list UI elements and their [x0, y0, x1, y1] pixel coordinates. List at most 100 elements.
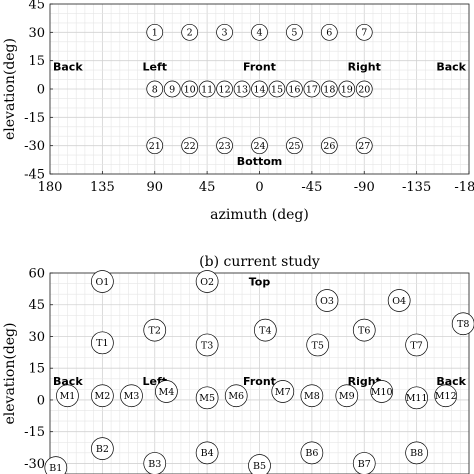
panel-a-point: 10: [181, 80, 199, 98]
panel-a-point: 13: [233, 80, 251, 98]
panel-b-point-label: T6: [358, 326, 370, 337]
panel-a-point-marker: [286, 23, 303, 41]
panel-a-point-marker: [355, 137, 373, 155]
panel-a-region-label: Right: [348, 60, 381, 73]
panel-a-point-label: 25: [288, 141, 300, 152]
panel-a-point-marker: [338, 80, 356, 98]
panel-b-point-marker: [405, 386, 428, 410]
panel-b-point: B6: [300, 441, 324, 465]
panel-b-point-label: M5: [199, 393, 215, 404]
panel-a-region-labels: Back Left Front Right Back Bottom: [53, 60, 467, 167]
panel-a-point: 3: [216, 23, 233, 41]
panel-b-point-label: B3: [148, 459, 161, 470]
panel-a-point-label: 9: [169, 84, 175, 95]
panel-a-point: 27: [355, 137, 373, 155]
panel-b-point: B7: [352, 452, 376, 474]
panel-a-point-marker: [216, 23, 233, 41]
panel-a-point: 12: [216, 80, 233, 98]
panel-b-title: (b) current study: [199, 254, 320, 270]
panel-a-point-marker: [163, 80, 181, 98]
panel-a-point-marker: [216, 80, 233, 98]
panel-a-point-marker: [268, 80, 286, 98]
panel-a-point-label: 26: [323, 141, 335, 152]
panel-b-y-axis-label: elevation(deg): [2, 323, 18, 425]
panel-b-point-marker: [143, 452, 167, 474]
panel-b-point-marker: [300, 441, 324, 465]
panel-a-point: 16: [286, 80, 303, 98]
panel-b-point-marker: [91, 331, 114, 355]
panel-a-x-tick-label: 0: [255, 180, 263, 195]
panel-b-point-label: M4: [158, 387, 174, 398]
panel-b-point-marker: [91, 270, 114, 293]
panel-a-y-axis-label: elevation(deg): [2, 38, 18, 140]
panel-b-frame: [49, 272, 470, 474]
panel-b-point-marker: [306, 333, 330, 357]
panel-a-point-label: 19: [341, 84, 353, 95]
panel-a-region-label: Left: [142, 60, 167, 73]
panel-b-point-marker: [387, 289, 411, 312]
panel-b-point: M2: [91, 384, 114, 408]
panel-b-point-label: B5: [253, 461, 266, 472]
panel-a-point-marker: [355, 80, 373, 98]
panel-b-point-label: M3: [124, 391, 140, 402]
panel-b-point-label: T4: [259, 326, 271, 337]
panel-a-point-label: 11: [201, 84, 213, 95]
panel-b-point-marker: [120, 384, 143, 408]
panel-a-point-label: 17: [306, 84, 318, 95]
panel-b-point: T1: [91, 331, 114, 355]
panel-a-point-marker: [251, 80, 268, 98]
panel-a-point-label: 22: [184, 141, 196, 152]
panel-a-point-marker: [251, 137, 268, 155]
panel-a-point-label: 6: [326, 28, 332, 39]
panel-a-point-label: 15: [271, 84, 283, 95]
panel-b-point-label: T7: [410, 340, 422, 351]
panel-b-point: M9: [335, 384, 359, 408]
panel-b-point-label: T1: [96, 338, 108, 349]
panel-b-point-label: T5: [311, 340, 323, 351]
panel-b-region-label: Back: [53, 375, 83, 388]
panel-a-y-tick-label: -30: [24, 139, 45, 154]
panel-b-point-label: O3: [320, 296, 334, 307]
panel-a-region-label: Back: [436, 60, 466, 73]
panel-a-point-marker: [198, 80, 216, 98]
panel-b-point: T7: [405, 333, 428, 357]
panel-b-points: O1 O2 O3 O4 T1 T2 T3 T4 T5 T6 T7 T8 M1 M2 M3 M4 M5 M6 M7 M8…: [44, 270, 474, 474]
panel-b-y-tick-label: 30: [28, 330, 45, 345]
panel-a-point: 18: [320, 80, 338, 98]
panel-b-point-marker: [248, 454, 271, 474]
panel-a-point: 7: [355, 23, 373, 41]
panel-b-point: M7: [271, 380, 295, 403]
panel-b-point-label: M12: [435, 391, 457, 402]
panel-a-point: 24: [251, 137, 268, 155]
panel-b-point: M6: [224, 384, 248, 408]
panel-b-point-label: M2: [94, 391, 110, 402]
panel-b-point-label: M9: [339, 391, 355, 402]
panel-b-point-marker: [352, 318, 376, 342]
panel-b-point-marker: [195, 441, 219, 465]
panel-b-point-marker: [91, 384, 114, 408]
panel-a-point-label: 21: [149, 141, 161, 152]
panel-a-x-tick-label: -90: [354, 180, 375, 195]
panel-a-x-axis-label: azimuth (deg): [210, 207, 309, 223]
panel-a-region-label: Back: [53, 60, 83, 73]
panel-b-point: B4: [195, 441, 219, 465]
panel-a-point: 22: [181, 137, 199, 155]
panel-a-point-marker: [181, 23, 199, 41]
panel-a-x-tick-label: 45: [199, 180, 216, 195]
panel-b-point-label: B1: [49, 463, 62, 474]
panel-a-point-marker: [233, 80, 251, 98]
panel-b-point-label: M11: [406, 393, 428, 404]
panel-a-point-marker: [320, 23, 338, 41]
panel-b-point: O4: [387, 289, 411, 312]
panel-b-point: B2: [91, 437, 114, 460]
panel-b-point-marker: [224, 384, 248, 408]
panel-a-point-marker: [303, 80, 321, 98]
panel-b-point: T4: [253, 318, 277, 342]
panel-b-region-label: Right: [348, 375, 381, 388]
panel-a-point: 11: [198, 80, 216, 98]
panel-b-region-label: Top: [249, 275, 271, 288]
panel-a-x-tick-label: -180: [454, 180, 474, 195]
panel-b-point-marker: [44, 456, 68, 474]
panel-b-point-label: O4: [392, 296, 406, 307]
